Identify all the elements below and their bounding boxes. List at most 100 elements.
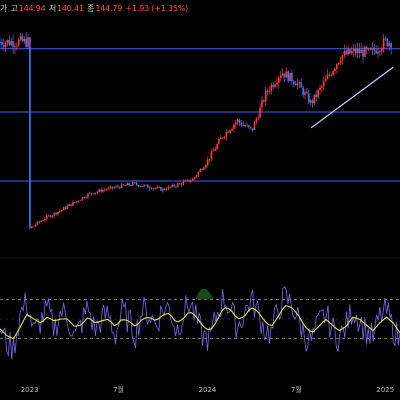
candle-body <box>81 197 84 201</box>
candle-body <box>53 212 56 216</box>
candle-body <box>1 41 3 45</box>
candle-body <box>47 215 50 217</box>
candle-body <box>143 185 145 187</box>
candle-body <box>12 41 14 48</box>
low-value: 140.41 <box>57 4 84 13</box>
candle-body <box>253 122 256 131</box>
candle-body <box>14 46 16 48</box>
candle-body <box>51 215 54 218</box>
candle-body <box>45 215 48 219</box>
candle-body <box>319 87 321 91</box>
candle-body <box>322 81 325 87</box>
candle-body <box>225 131 228 137</box>
candle-body <box>231 128 233 131</box>
candle-body <box>36 221 39 225</box>
candle-body <box>315 94 318 97</box>
candle-body <box>264 90 267 102</box>
candle-body <box>169 186 172 188</box>
candle-body <box>304 92 306 96</box>
candle-body <box>362 49 364 57</box>
candle-body <box>154 188 157 189</box>
candle-body <box>214 149 217 151</box>
candle-body <box>354 48 357 54</box>
candle-body <box>64 207 67 209</box>
candle-body <box>199 169 202 172</box>
candle-body <box>171 184 173 187</box>
candle-body <box>184 180 187 182</box>
candle-body <box>126 183 129 186</box>
candle-body <box>296 83 299 86</box>
candle-body <box>238 119 241 123</box>
candle-body <box>223 136 226 138</box>
candle-body <box>283 73 286 78</box>
candle-body <box>289 72 291 81</box>
close-label: 종 <box>87 4 95 13</box>
candle-body <box>248 125 250 128</box>
candle-body <box>79 200 82 201</box>
candle-body <box>133 182 136 184</box>
candle-body <box>255 118 258 123</box>
candle-body <box>268 91 271 92</box>
x-tick-label: 7월 <box>113 385 124 394</box>
candle-body <box>89 192 91 194</box>
candle-body <box>6 40 9 43</box>
candle-body <box>249 127 252 129</box>
candle-body <box>31 226 33 228</box>
candle-body <box>137 184 140 187</box>
candle-body <box>341 55 344 61</box>
oscillator-series-0 <box>0 286 400 360</box>
candle-body <box>44 218 46 221</box>
x-tick-label: 2025 <box>376 386 394 394</box>
candle-body <box>107 187 110 190</box>
candle-body <box>8 40 11 45</box>
candle-body <box>103 189 106 191</box>
candle-body <box>115 186 117 188</box>
close-value: 144.79 <box>95 4 123 13</box>
candle-body <box>221 137 224 139</box>
candle-body <box>367 48 370 50</box>
candle-body <box>167 186 170 190</box>
x-tick-label: 7월 <box>291 385 302 394</box>
candle-body <box>234 122 237 125</box>
candle-body <box>21 36 24 42</box>
candle-body <box>388 43 391 47</box>
candle-body <box>193 177 196 179</box>
candle-body <box>113 187 115 189</box>
candle-body <box>201 169 203 171</box>
candle-body <box>349 49 351 54</box>
candle-body <box>236 119 239 123</box>
candle-body <box>160 187 162 191</box>
candle-body <box>68 204 71 206</box>
candle-body <box>206 159 209 165</box>
candle-body <box>135 182 138 185</box>
candle-body <box>212 150 215 152</box>
candle-body <box>176 183 179 187</box>
candle-body <box>10 41 13 45</box>
candle-body <box>298 82 301 84</box>
candle-body <box>313 94 316 104</box>
candle-body <box>162 188 164 191</box>
candle-body <box>191 178 194 181</box>
candle-body <box>92 193 95 195</box>
candle-body <box>94 192 97 195</box>
candle-body <box>233 124 235 129</box>
open-tail-label: 가 <box>0 4 8 13</box>
candle-body <box>375 50 377 54</box>
price-legend: 가 고144.94 저140.41 종144.79 +1.93 (+1.35%) <box>0 4 189 14</box>
candle-body <box>208 159 211 160</box>
candle-body <box>96 191 99 193</box>
candle-body <box>195 175 198 178</box>
candle-body <box>360 49 362 54</box>
candle-body <box>190 180 192 182</box>
candle-body <box>66 205 69 209</box>
candle-body <box>311 100 314 104</box>
candle-body <box>347 49 349 55</box>
candle-body <box>156 187 158 189</box>
candle-body <box>111 186 114 189</box>
candle-body <box>229 130 231 133</box>
candle-body <box>246 125 248 127</box>
candle-body <box>57 211 59 215</box>
high-label: 고 <box>10 4 18 13</box>
candle-body <box>294 83 297 86</box>
